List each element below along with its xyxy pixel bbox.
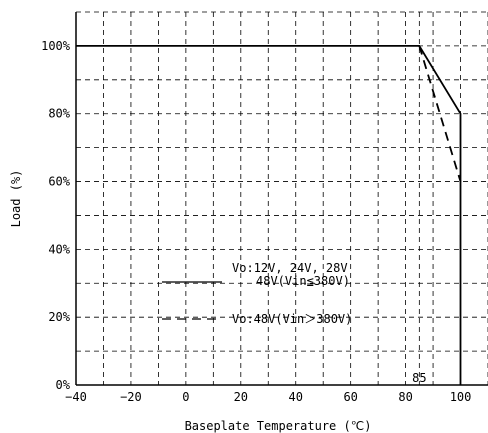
legend-label: Vo:48V(Vin＞380V) xyxy=(232,312,352,326)
y-tick-label: 100% xyxy=(41,39,71,53)
x-tick-label: 20 xyxy=(234,390,248,404)
y-tick-label: 40% xyxy=(48,242,70,256)
y-tick-label: 80% xyxy=(48,107,70,121)
x-tick-label: 60 xyxy=(343,390,357,404)
y-axis-label: Load (%) xyxy=(9,170,23,228)
x-tick-label: 40 xyxy=(289,390,303,404)
x-tick-labels: −40 −20 0 20 40 60 80 100 xyxy=(65,390,471,404)
x-tick-label: −20 xyxy=(120,390,142,404)
x-tick-label: 80 xyxy=(398,390,412,404)
y-tick-label: 20% xyxy=(48,310,70,324)
y-tick-label: 0% xyxy=(56,378,71,392)
y-tick-label: 60% xyxy=(48,175,70,189)
legend-label: 48V(Vin≦380V) xyxy=(256,274,350,288)
annotation-label: 85 xyxy=(412,371,426,385)
x-tick-label: −40 xyxy=(65,390,87,404)
series-line-solid xyxy=(76,45,462,385)
axes xyxy=(75,12,488,386)
x-axis-label: Baseplate Temperature (℃) xyxy=(185,419,372,433)
x-tick-label: 0 xyxy=(182,390,189,404)
series-lines xyxy=(76,45,462,385)
series-line-dashed xyxy=(418,45,462,182)
x-tick-label: 100 xyxy=(450,390,472,404)
annotations: 85 xyxy=(412,371,426,385)
legend-label: Vo:12V, 24V, 28V xyxy=(232,261,348,275)
y-tick-labels: 0% 20% 40% 60% 80% 100% xyxy=(41,39,71,392)
